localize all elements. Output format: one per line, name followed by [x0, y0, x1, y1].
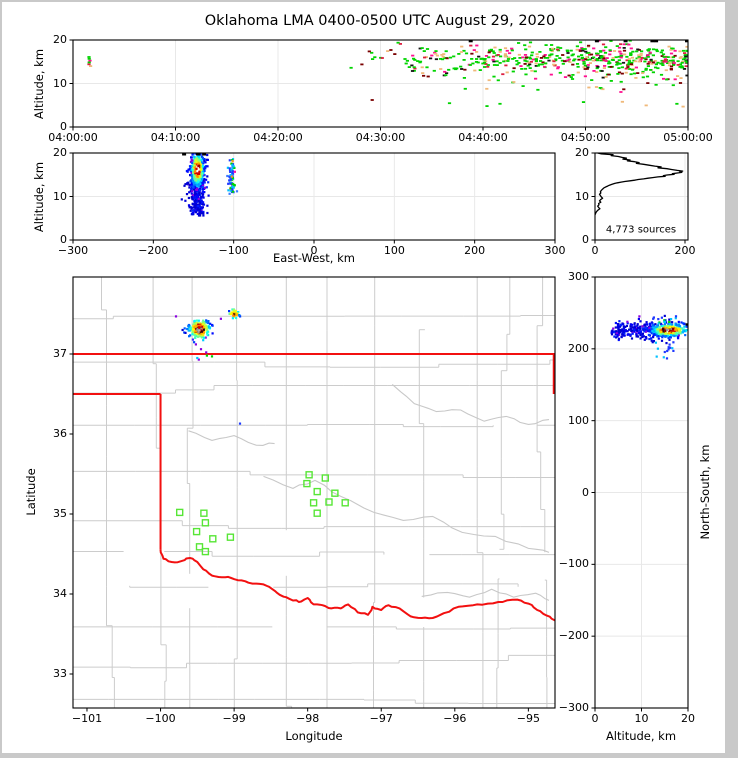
river-line — [391, 383, 550, 425]
tick-label: 300 — [544, 244, 566, 257]
river-line — [263, 475, 550, 553]
tick-label: 04:30:00 — [355, 131, 406, 144]
tick-label: −101 — [71, 712, 103, 725]
tick-label: −300 — [558, 701, 589, 714]
tick-label: 35 — [53, 507, 67, 520]
tick-label: 300 — [568, 270, 589, 283]
ns-panel-xlabel: Altitude, km — [605, 729, 677, 743]
tick-label: 04:10:00 — [150, 131, 201, 144]
tick-label: 100 — [383, 244, 405, 257]
map-content — [73, 277, 555, 708]
tick-label: 33 — [53, 667, 67, 680]
tick-label: 200 — [568, 341, 589, 355]
tick-label: 0 — [582, 485, 589, 499]
tick-label: 10 — [575, 189, 589, 203]
tick-label: 04:00:00 — [48, 131, 98, 144]
lma-station-marker — [341, 499, 349, 507]
tick-label: 0 — [310, 244, 318, 257]
tick-label: 04:40:00 — [458, 131, 508, 144]
tick-label: 10 — [634, 712, 649, 725]
tick-label: 200 — [674, 244, 696, 257]
tick-label: 10 — [53, 189, 67, 203]
tick-label: 0 — [591, 712, 599, 725]
lma-station-marker — [305, 471, 313, 479]
tick-label: −200 — [138, 244, 169, 257]
tick-label: −96 — [443, 712, 467, 725]
ns-panel-ylabel: North-South, km — [698, 444, 712, 540]
tick-label: −99 — [222, 712, 246, 725]
map-xlabel: Longitude — [285, 729, 343, 743]
source-count-annotation: 4,773 sources — [605, 224, 677, 236]
tick-label: 20 — [575, 146, 589, 159]
lma-station-marker — [303, 479, 311, 488]
tick-label: −97 — [369, 712, 393, 725]
lma-station-marker — [201, 547, 210, 556]
lma-station-marker — [313, 487, 321, 496]
lma-station-marker — [200, 509, 208, 517]
tick-label: −100 — [558, 557, 589, 571]
river-line — [421, 588, 550, 601]
tick-label: 20 — [53, 146, 67, 159]
tick-label: −100 — [145, 712, 176, 725]
ew-panel-xlabel: East-West, km — [273, 251, 355, 265]
lma-station-marker — [313, 509, 321, 517]
time-height-content — [87, 40, 688, 108]
tick-label: 20 — [681, 712, 695, 725]
tick-label: 34 — [53, 587, 67, 600]
tick-label: 100 — [568, 413, 589, 427]
tick-label: −98 — [296, 712, 320, 725]
tick-label: −95 — [516, 712, 540, 725]
tick-label: 37 — [53, 347, 67, 360]
map-ylabel: Latitude — [24, 468, 38, 516]
tick-label: 36 — [53, 427, 67, 440]
tick-label: 10 — [53, 76, 67, 90]
lma-station-marker — [321, 474, 329, 482]
lma-station-marker — [226, 533, 235, 541]
tick-label: 0 — [60, 233, 67, 246]
state-border-red-river — [159, 549, 555, 622]
altitude-histogram-curve — [595, 153, 684, 216]
tick-label: 20 — [53, 33, 67, 46]
river-line — [188, 430, 275, 446]
lma-station-marker — [309, 499, 318, 507]
tick-label: 0 — [591, 244, 599, 257]
tick-label: 0 — [582, 233, 589, 246]
ew-panel-ylabel: Altitude, km — [32, 161, 46, 233]
lma-station-marker — [201, 519, 210, 527]
lma-station-marker — [175, 508, 184, 517]
tick-label: 05:00:00 — [663, 131, 713, 144]
map-frame — [72, 276, 556, 709]
time-panel-ylabel: Altitude, km — [32, 48, 46, 120]
lma-station-marker — [331, 489, 339, 497]
tick-label: −100 — [218, 244, 249, 257]
tick-label: 04:50:00 — [560, 131, 611, 144]
tick-label: −200 — [558, 629, 589, 643]
lma-station-marker — [325, 498, 333, 506]
tick-label: −300 — [57, 244, 89, 257]
lma-station-marker — [192, 527, 201, 536]
tick-label: 04:20:00 — [253, 131, 303, 144]
alt-histogram-content — [595, 153, 684, 216]
tick-label: 0 — [60, 120, 67, 133]
tick-label: 200 — [464, 244, 486, 257]
ew-height-content — [180, 153, 239, 217]
lma-station-marker — [209, 535, 217, 543]
ns-height-content — [610, 314, 688, 360]
figure-title: Oklahoma LMA 0400-0500 UTC August 29, 20… — [204, 13, 556, 29]
lma-station-marker — [195, 543, 204, 551]
